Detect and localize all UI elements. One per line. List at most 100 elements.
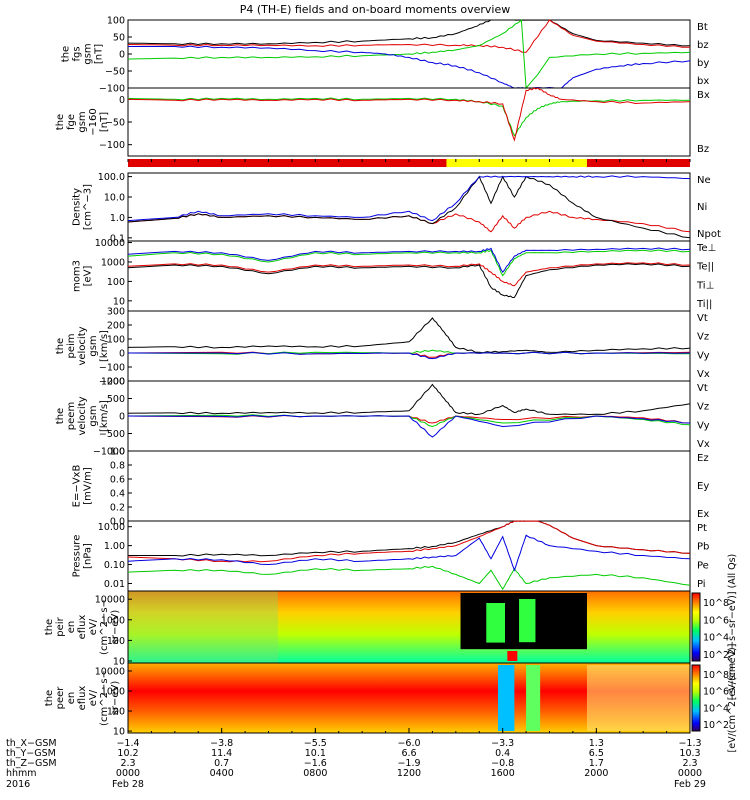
y-axis-label: fgs [72, 46, 83, 61]
panel-frame [127, 172, 691, 242]
y-axis-label: mom3 [72, 260, 83, 292]
series-Vx [128, 351, 691, 360]
legend-peim_velocity: Vz [697, 332, 709, 343]
panel-frame [127, 310, 691, 382]
x-axis-row-label: th_Z−GSM [6, 758, 57, 769]
x-axis-value: 0.4 [495, 748, 510, 759]
panel-frame [127, 520, 691, 592]
series-Ni [127, 175, 691, 239]
y-tick-label: −100 [99, 363, 125, 374]
y-tick-label: −500 [99, 429, 125, 440]
y-axis-label: eflux [77, 615, 88, 640]
panel-peer_en_eflux: 10^8 10^6 10^4 10^2[eV/(cm^2−s−sr−eV)] 10000… [44, 644, 738, 753]
colorbar-label: [eV/(cm^2−s−sr−eV)] [727, 644, 738, 753]
x-axis-value: −3.3 [491, 738, 514, 749]
mode-segment [446, 159, 587, 167]
y-axis-label: gsm [83, 43, 94, 64]
y-axis-label: [nT] [99, 112, 110, 132]
panel-frame [127, 450, 691, 522]
y-tick-label: 0.10 [104, 560, 125, 571]
x-axis-value: −5.5 [304, 738, 327, 749]
x-axis-value: 6.5 [589, 748, 604, 759]
panel-efield: 1.0 0.8 0.6 0.4 0.2 0.0 E=−VxB [mV/m] Ez Ey Ex [72, 447, 710, 528]
x-axis-row-label: th_Y−GSM [6, 748, 56, 759]
y-tick-label: 10 [113, 657, 125, 668]
x-axis-value: −1.9 [397, 758, 420, 769]
x-axis-row-label: 2016 [6, 779, 30, 790]
y-tick-label: −1000 [93, 447, 125, 458]
panel-fgs_gsm: 100 50 0 −50 −100 the fgs gsm [nT] Bt bz by bx [61, 16, 710, 95]
x-axis-value: −3.8 [210, 738, 233, 749]
y-axis-label: [km/s] [99, 330, 110, 362]
y-axis-label: peim [66, 333, 77, 358]
y-tick-label: 200 [107, 321, 125, 332]
legend-pressure: Pt [697, 523, 707, 534]
series-Bt [127, 19, 691, 47]
x-axis-value: 2.3 [120, 758, 135, 769]
panel-fge_gsm: 0 −50 −100 the fge gsm −160 [nT] Bx Bz [55, 87, 710, 157]
y-tick-label: 0 [119, 349, 125, 360]
mode-bar [127, 159, 691, 167]
y-tick-label: 0.4 [110, 489, 125, 500]
y-tick-label: 100 [107, 16, 125, 27]
legend-density: Ne [697, 175, 711, 186]
legend-fge_gsm: Bx [697, 90, 710, 101]
y-tick-label: 100 [107, 636, 125, 647]
y-axis-label: (cm^2−s− [99, 670, 110, 726]
y-axis-label: Pressure [72, 535, 83, 578]
series-Pb [127, 520, 691, 563]
legend-density: Ni [697, 202, 707, 213]
legend-fgs_gsm: bz [697, 40, 709, 51]
spectrogram-band [486, 603, 506, 643]
spectrogram-low-flux-band [128, 591, 278, 663]
y-axis-label: peer [55, 686, 66, 710]
y-tick-label: 0 [119, 95, 125, 106]
x-axis-date: Feb 29 [674, 779, 706, 790]
y-axis-label: sr−eV) [110, 681, 121, 716]
mode-segment [586, 159, 690, 167]
y-axis-label: [eV] [83, 266, 94, 287]
y-axis-label: the [55, 338, 66, 354]
legend-fgs_gsm: by [697, 58, 709, 69]
colorbar [691, 664, 701, 732]
y-axis-label: [nT] [94, 44, 105, 64]
x-axis-value: 1600 [491, 768, 515, 779]
y-tick-label: 10 [113, 296, 125, 307]
y-axis-label: gsm [77, 111, 88, 132]
series-NpotT [127, 247, 691, 273]
x-axis-value: 1200 [397, 768, 421, 779]
y-axis-label: the [55, 408, 66, 424]
series-Bx [127, 97, 691, 137]
y-tick-label: 300 [107, 307, 125, 318]
legend-fgs_gsm: Bt [697, 22, 708, 33]
y-tick-label: −100 [99, 84, 125, 95]
spectrogram-peak [507, 651, 518, 661]
panel-peem_velocity: 1000 500 0 −500 −1000 the peem velocity gsm [km/s… [55, 377, 710, 458]
y-axis-label: peir [55, 616, 66, 636]
colorbar-tick: 10^4 [703, 703, 729, 714]
x-axis-value: 0000 [678, 768, 702, 779]
legend-peim_velocity: Vx [697, 369, 710, 380]
legend-peem_velocity: Vz [697, 402, 709, 413]
y-axis-label: eV/ [88, 618, 99, 635]
spectrogram-band [497, 665, 515, 731]
y-axis-label: [km/s] [99, 400, 110, 432]
y-tick-label: 0.0 [110, 517, 125, 528]
x-axis-value: 1.7 [589, 758, 604, 769]
y-tick-label: −100 [99, 140, 125, 151]
series-Vt [127, 383, 691, 416]
legend-fge_gsm: Bz [697, 144, 709, 155]
y-axis-label: E=−VxB [72, 465, 83, 508]
y-tick-label: 0.1 [110, 233, 125, 244]
colorbar-tick: 10^4 [703, 633, 729, 644]
series-bz [127, 19, 691, 53]
legend-pressure: Pe [697, 560, 709, 571]
y-tick-label: 0 [119, 412, 125, 423]
legend-peim_velocity: Vy [697, 350, 710, 361]
y-tick-label: −50 [105, 67, 125, 78]
y-axis-label: −160 [88, 108, 99, 135]
mode-segment [128, 159, 447, 167]
y-tick-label: 10.0 [104, 193, 125, 204]
y-tick-label: 100 [107, 277, 125, 288]
x-axis-row-label: th_X−GSM [6, 738, 57, 749]
